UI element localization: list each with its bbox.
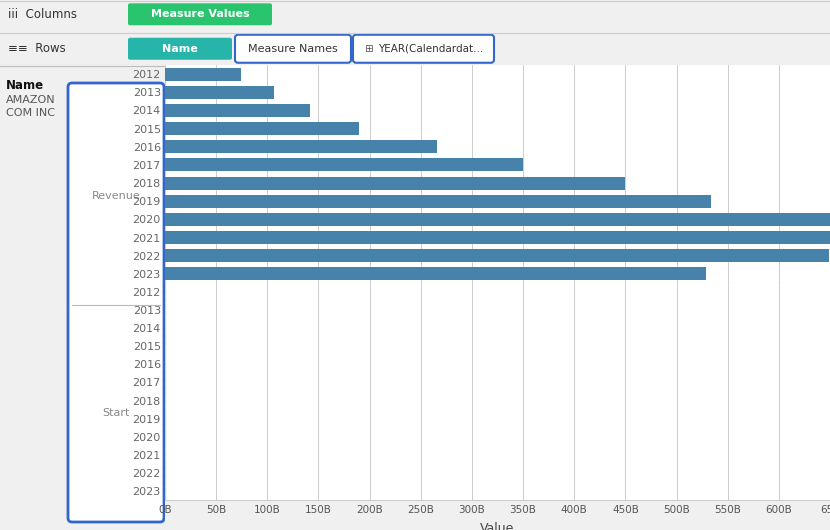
Text: iii  Columns: iii Columns [8, 8, 77, 21]
Bar [165, 140, 437, 153]
FancyBboxPatch shape [128, 3, 272, 25]
Text: Year of Calend..: Year of Calend.. [172, 67, 277, 81]
Bar [165, 122, 359, 135]
Bar [165, 176, 625, 190]
Bar [165, 267, 706, 280]
Bar [165, 213, 830, 226]
Text: ≡≡  Rows: ≡≡ Rows [8, 42, 66, 55]
Bar [165, 195, 711, 208]
Text: Name: Name [6, 79, 44, 92]
Text: ⊞: ⊞ [364, 44, 373, 54]
Text: YEAR(Calendardat...: YEAR(Calendardat... [378, 44, 483, 54]
Text: Measure Values: Measure Values [151, 10, 249, 19]
Bar [165, 231, 830, 244]
FancyBboxPatch shape [68, 83, 164, 522]
Text: Measure Names: Measure Names [248, 44, 338, 54]
Text: Start: Start [102, 409, 129, 419]
Bar [165, 104, 310, 117]
Bar [165, 249, 829, 262]
Text: Revenue: Revenue [91, 191, 140, 201]
Bar [165, 67, 242, 81]
Bar [165, 158, 523, 172]
FancyBboxPatch shape [353, 35, 494, 63]
Text: Name: Name [162, 44, 198, 54]
X-axis label: Value: Value [481, 522, 515, 530]
FancyBboxPatch shape [128, 38, 232, 60]
Text: AMAZON
COM INC: AMAZON COM INC [6, 95, 56, 118]
FancyBboxPatch shape [235, 35, 351, 63]
Bar [165, 86, 275, 99]
